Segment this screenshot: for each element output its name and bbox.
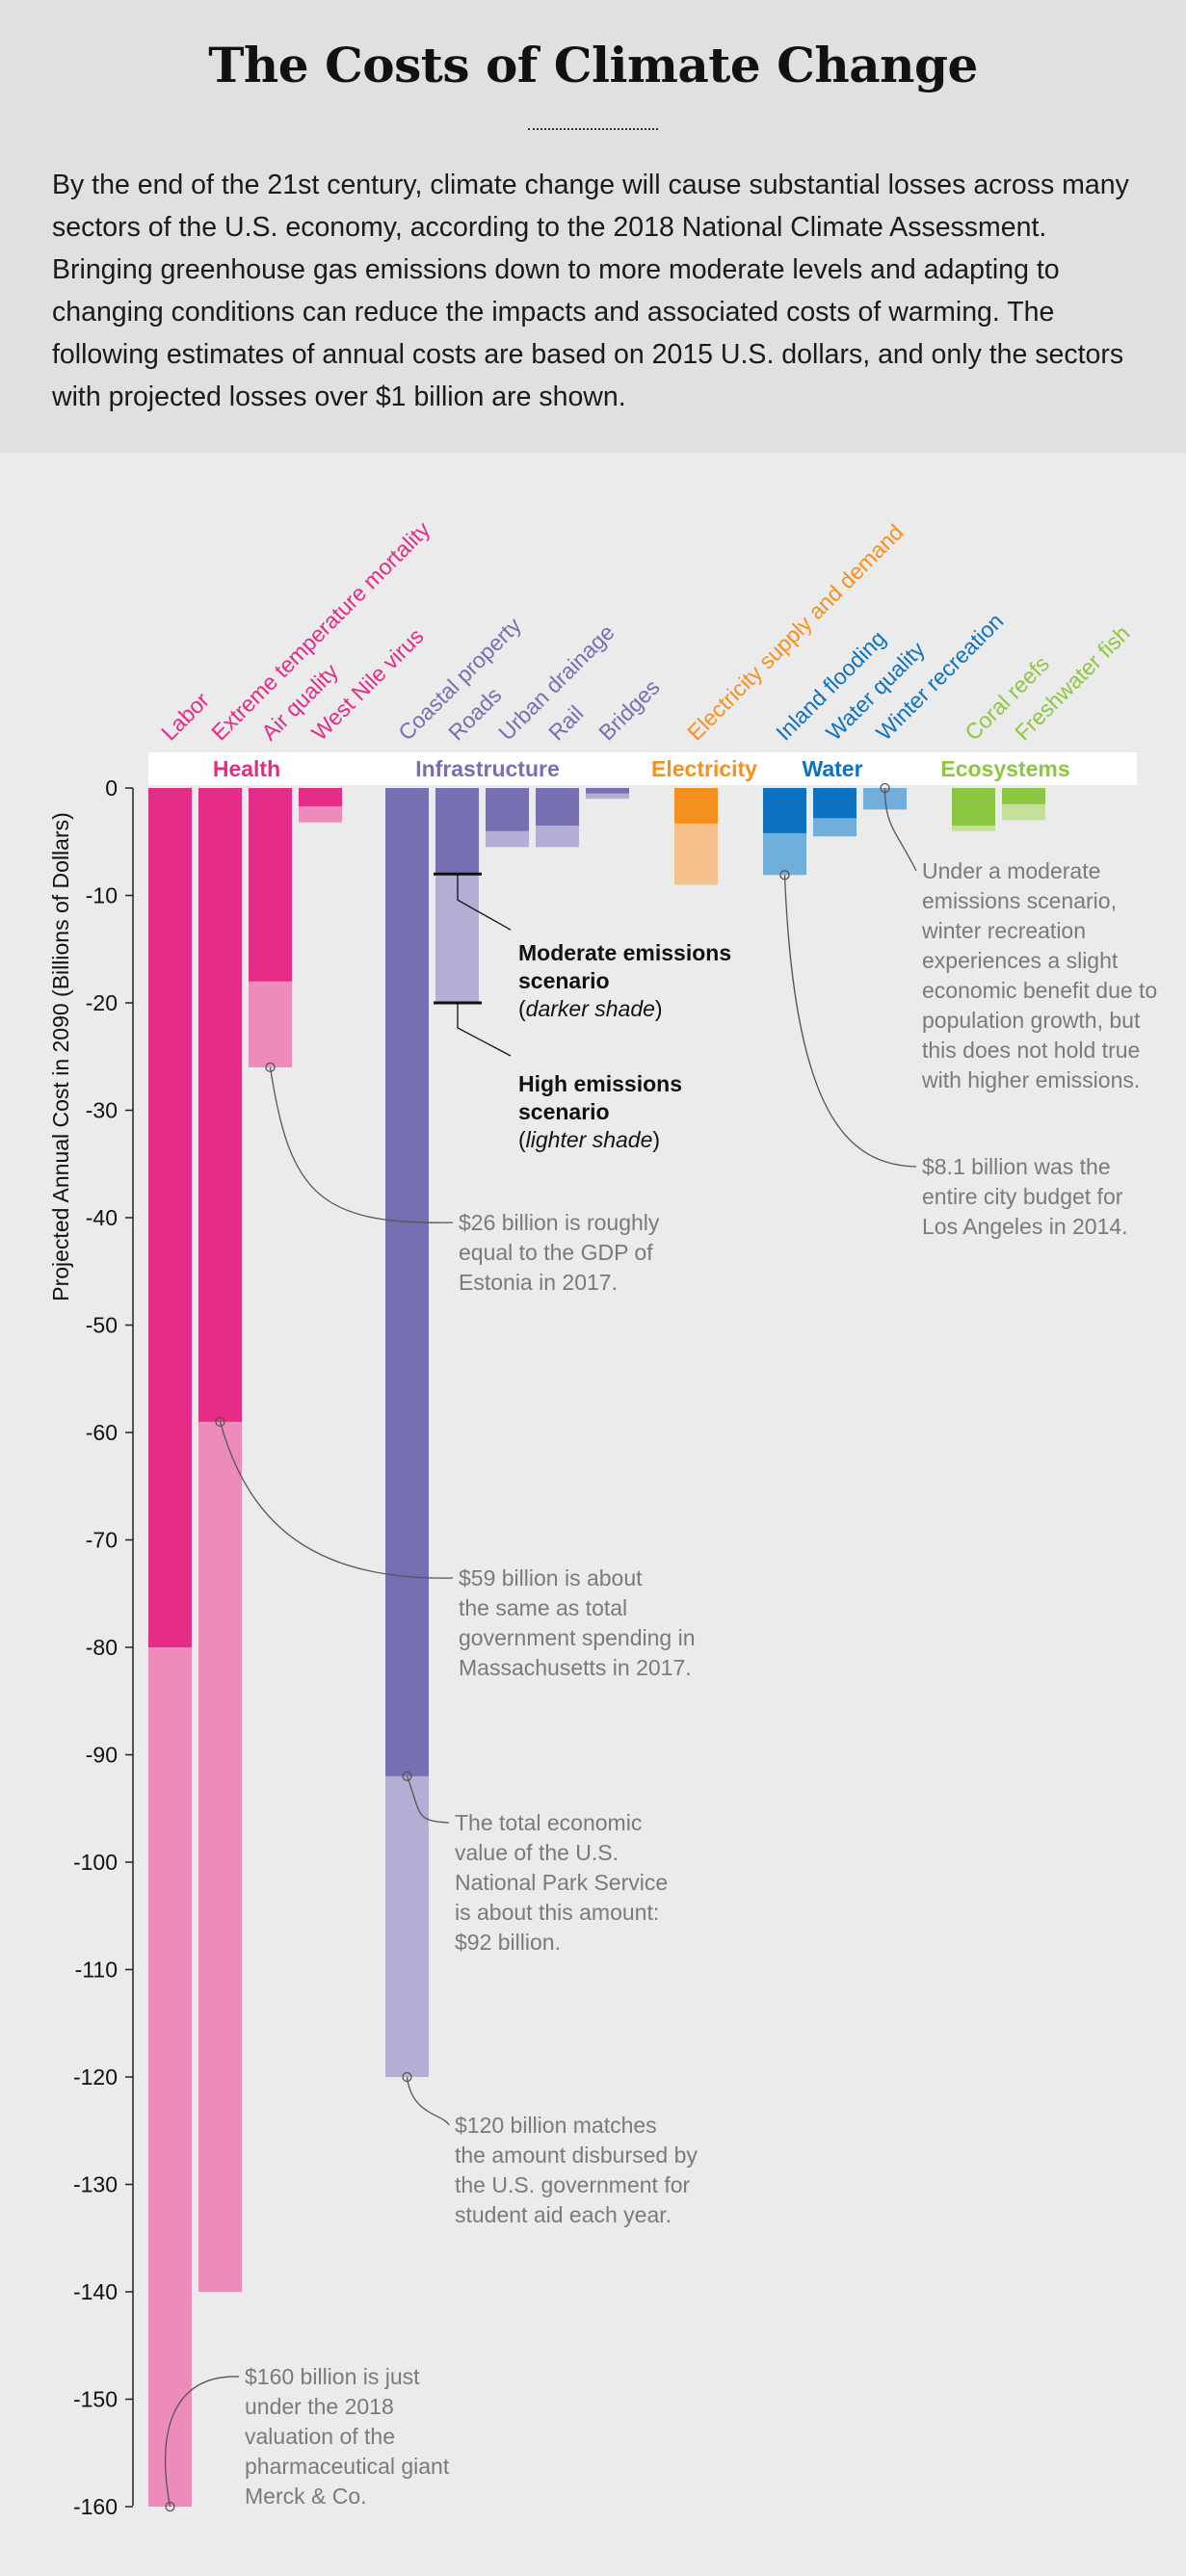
bar-moderate-emissions [952, 788, 995, 827]
y-axis-title: Projected Annual Cost in 2090 (Billions … [48, 812, 73, 1301]
bar-moderate-emissions [249, 788, 292, 982]
y-tick-label: -90 [86, 1743, 118, 1768]
annotation-marker [880, 782, 890, 794]
y-tick-label: -20 [86, 990, 118, 1015]
annotation-leader-line [164, 2376, 240, 2508]
annotation-leader-line [406, 2076, 450, 2126]
bar-moderate-emissions [813, 788, 857, 819]
group-label: Infrastructure [415, 756, 560, 781]
annotation-marker [402, 1771, 412, 1781]
annotation-leader-line [406, 1775, 450, 1824]
sector-label: Labor [156, 687, 214, 745]
y-axis-ticks: 0 -10 -20 -30 -40 -50 -60 -70 -80 -90 -100 -110 -120… [73, 775, 133, 2519]
annotation-text: $26 billion is roughly equal to the GDP o… [459, 1210, 660, 1295]
annotation-text: Under a moderate emissions scenario, winte… [921, 858, 1157, 1092]
legend-moderate-label-note: (darker shade) [518, 996, 663, 1021]
y-tick-label: -130 [73, 2172, 118, 2197]
header-panel [0, 0, 1186, 453]
annotations-layer: $26 billion is roughly equal to the GDP o… [164, 782, 1157, 2512]
group-label: Health [213, 756, 280, 781]
y-tick-label: -40 [86, 1205, 118, 1230]
annotation-text: $160 billion is just under the 2018 valuat… [245, 2364, 450, 2509]
bar-moderate-emissions [148, 788, 192, 1647]
annotation-leader-line [883, 787, 917, 872]
sector-label: Extreme temperature mortality [206, 516, 435, 745]
sector-label: Bridges [593, 674, 665, 746]
legend-high-leader [457, 1003, 512, 1057]
y-tick-label: -100 [73, 1850, 118, 1875]
title-divider [528, 128, 658, 130]
bar-moderate-emissions [586, 788, 629, 794]
y-tick-label: -30 [86, 1098, 118, 1123]
y-tick-label: -10 [86, 883, 118, 908]
annotation-text: $120 billion matches the amount disbursed… [455, 2113, 698, 2227]
annotation-marker [402, 2071, 412, 2083]
intro-text: By the end of the 21st century, climate … [52, 170, 1129, 412]
y-tick-label: -140 [73, 2279, 118, 2304]
bar-moderate-emissions [435, 788, 479, 875]
bar-moderate-emissions [486, 788, 529, 831]
group-label: Water [802, 756, 862, 781]
annotation-leader-line [269, 1066, 454, 1223]
y-tick-label: -150 [73, 2387, 118, 2412]
bar-moderate-emissions [674, 788, 718, 824]
annotation-marker [215, 1416, 225, 1427]
y-tick-label: -70 [86, 1528, 118, 1553]
annotation-leader-line [219, 1421, 454, 1579]
annotation-leader-line [783, 875, 917, 1168]
bar-moderate-emissions [763, 788, 806, 833]
legend-moderate-leader [457, 874, 512, 931]
bar-moderate-emissions [1002, 788, 1045, 804]
annotation-marker [165, 2501, 175, 2512]
y-tick-label: -60 [86, 1420, 118, 1445]
legend-high-label-note: (lighter shade) [518, 1127, 660, 1152]
y-tick-label: 0 [105, 775, 118, 801]
y-tick-label: -110 [75, 1958, 118, 1983]
bar-moderate-emissions [536, 788, 579, 827]
bar-moderate-emissions [299, 788, 342, 806]
group-label-band [148, 752, 1137, 785]
sector-label: Rail [543, 700, 588, 745]
annotation-text: The total economic value of the U.S. Natio… [455, 1810, 668, 1955]
group-labels: Health Infrastructure Electricity Water Ecos… [213, 756, 1070, 781]
annotation-text: $59 billion is about the same as total gov… [459, 1565, 696, 1680]
y-tick-label: -50 [86, 1313, 118, 1338]
annotation-marker [779, 870, 790, 881]
annotation-marker [265, 1062, 276, 1073]
legend-high-label: High emissions scenario [518, 1071, 682, 1124]
legend: Moderate emissions scenario (darker shade)… [434, 872, 731, 1152]
page-title: The Costs of Climate Change [208, 37, 978, 93]
bar-moderate-emissions [198, 788, 242, 1422]
y-tick-label: -80 [86, 1635, 118, 1660]
bar-moderate-emissions [385, 788, 429, 1776]
group-label: Ecosystems [940, 756, 1069, 781]
bars-layer [148, 788, 1045, 2507]
legend-moderate-label: Moderate emissions scenario [518, 940, 731, 993]
group-label: Electricity [651, 756, 757, 781]
annotation-text: $8.1 billion was the entire city budget f… [922, 1154, 1128, 1239]
y-tick-label: -120 [73, 2064, 118, 2090]
y-tick-label: -160 [73, 2494, 118, 2519]
